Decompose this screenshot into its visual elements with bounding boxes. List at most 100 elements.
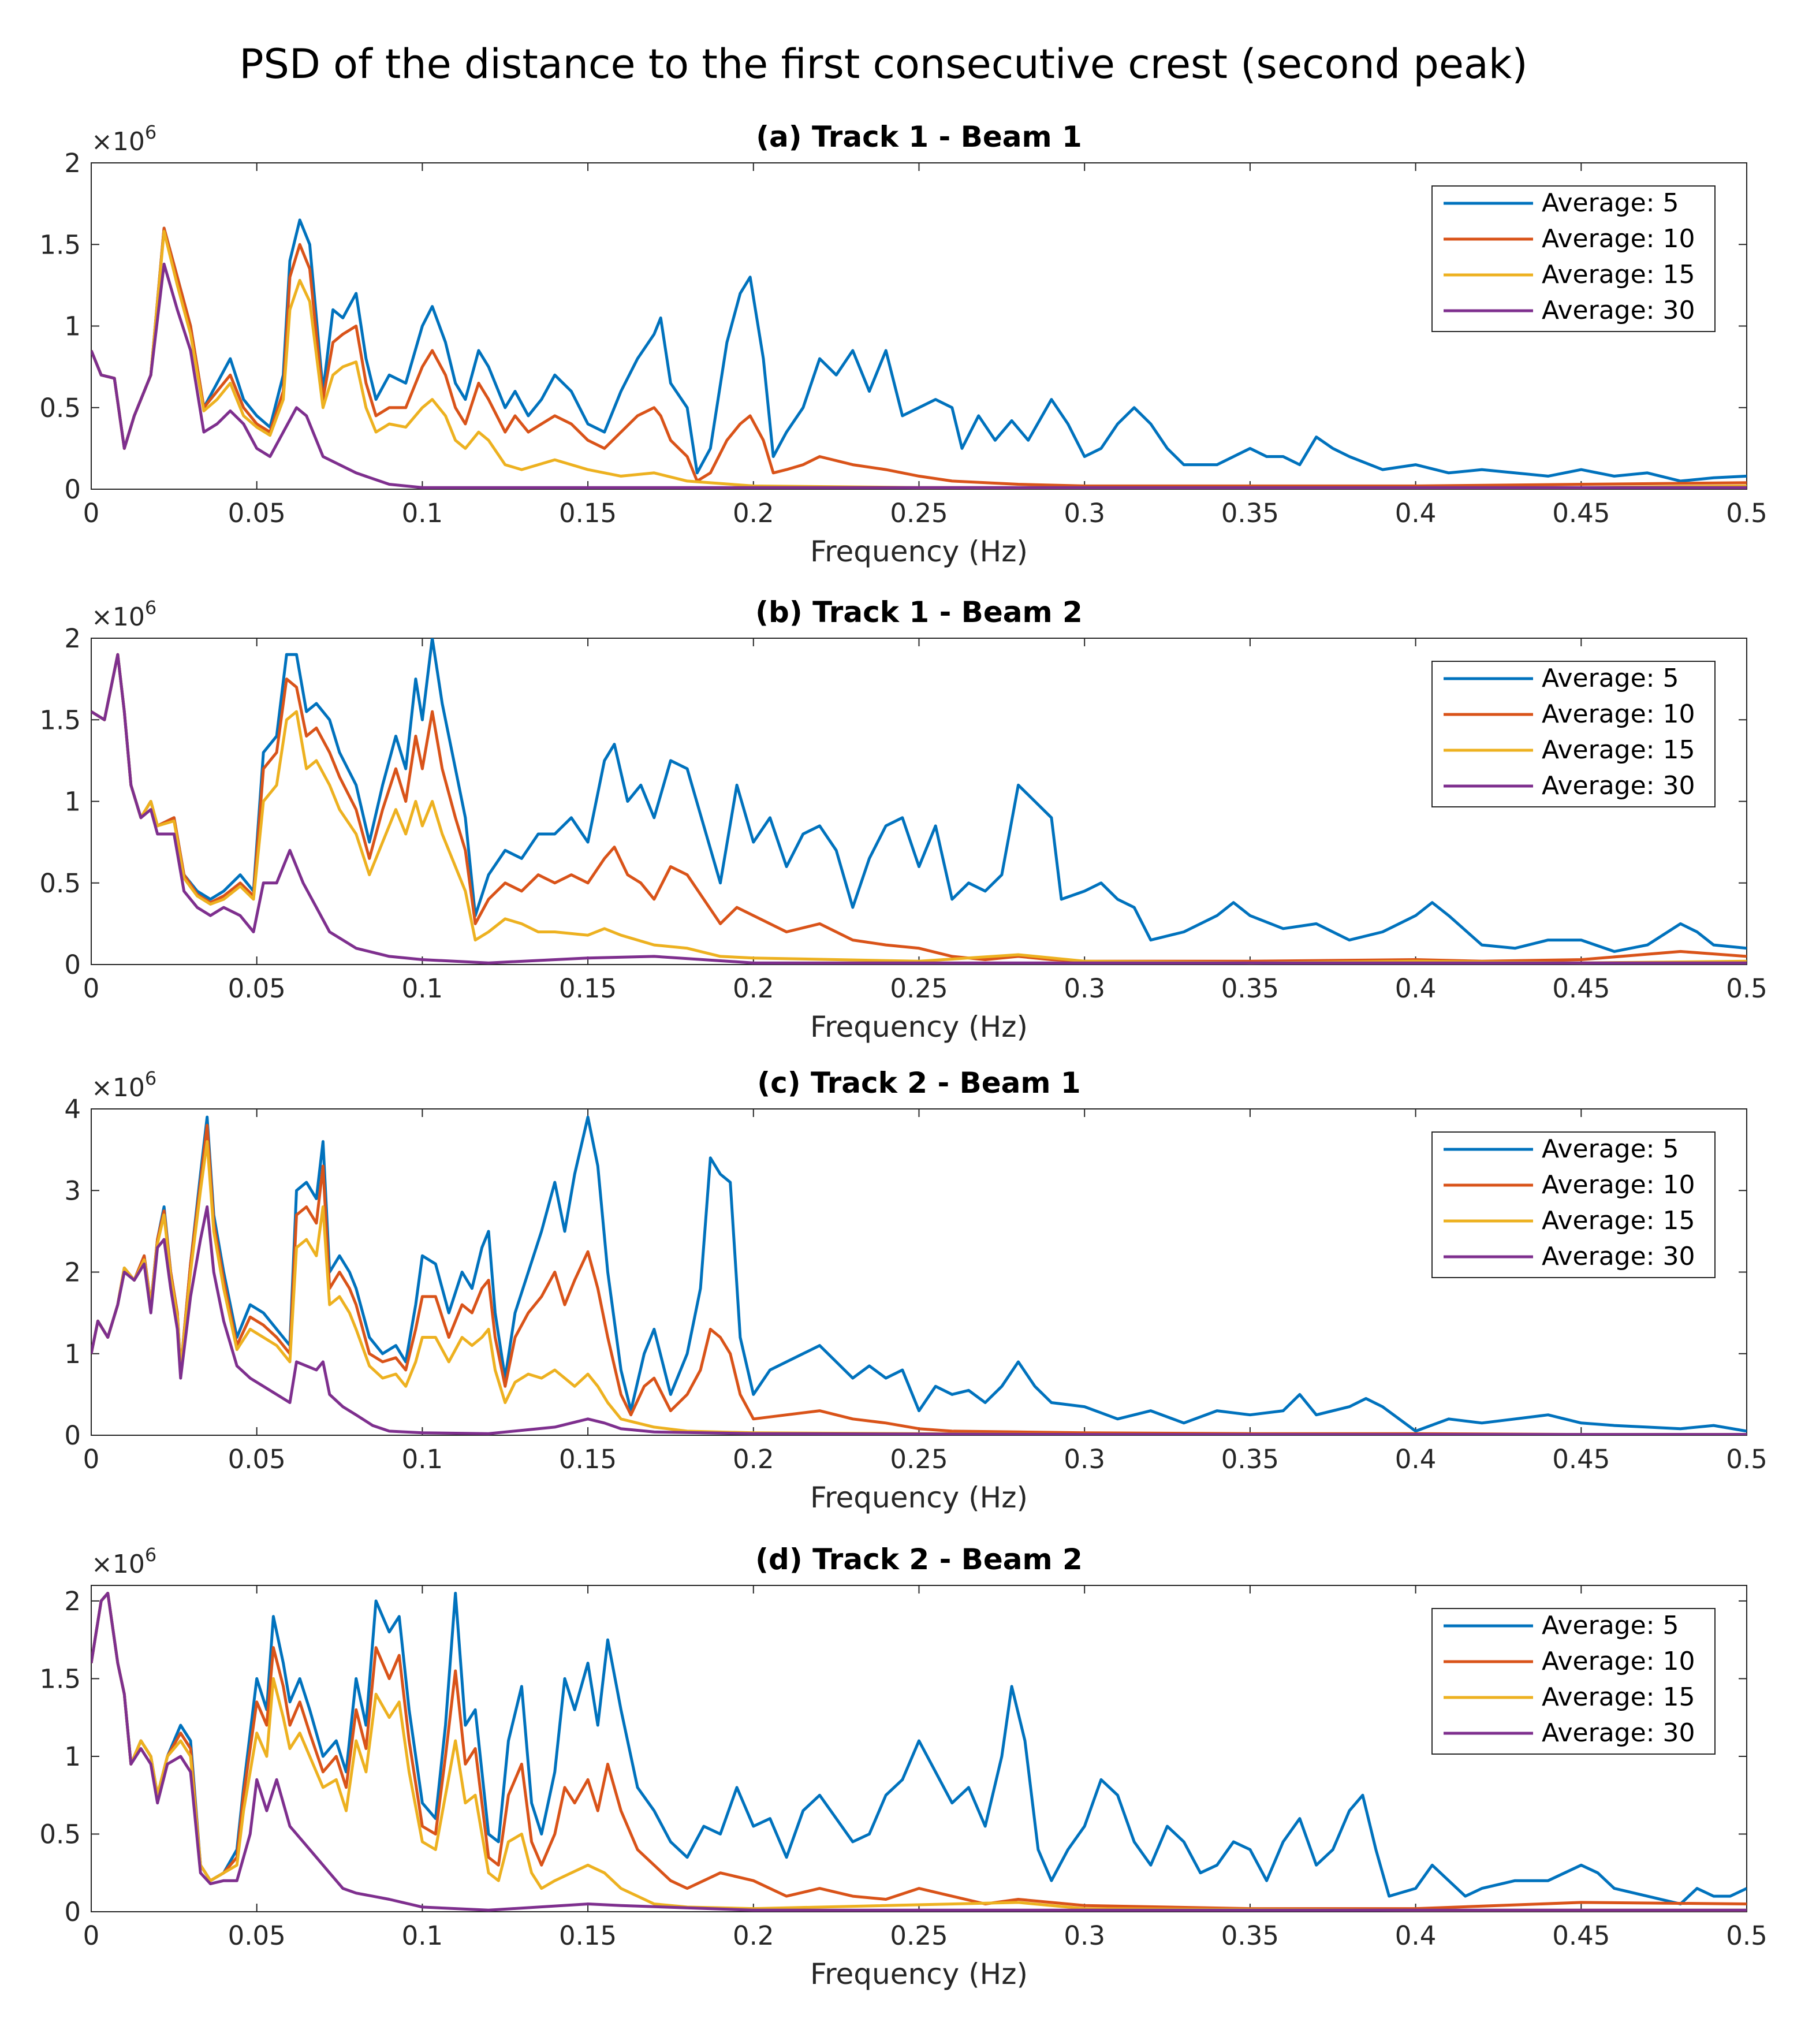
y-tick-label: 0 bbox=[64, 1897, 81, 1927]
legend-label: Average: 10 bbox=[1542, 1170, 1695, 1200]
x-tick-label: 0.2 bbox=[733, 1444, 774, 1475]
legend-box bbox=[1431, 185, 1716, 332]
y-exponent-base: ×10 bbox=[91, 602, 145, 632]
x-tick-label: 0.45 bbox=[1552, 973, 1610, 1004]
legend: Average: 5 Average: 10 Average: 15 Average:… bbox=[1431, 1608, 1716, 1755]
series-line-average-30 bbox=[91, 262, 1747, 489]
x-tick-label: 0.15 bbox=[559, 973, 617, 1004]
x-tick-label: 0.15 bbox=[559, 1920, 617, 1951]
x-tick-label: 0.5 bbox=[1726, 973, 1768, 1004]
x-tick-label: 0.25 bbox=[890, 498, 948, 528]
legend-label: Average: 15 bbox=[1542, 260, 1695, 289]
x-tick-label: 0 bbox=[83, 973, 100, 1004]
y-exponent-label: ×106 bbox=[91, 1067, 156, 1103]
x-tick-label: 0.05 bbox=[228, 1444, 286, 1475]
y-tick-label: 0.5 bbox=[39, 393, 81, 423]
x-axis-label: Frequency (Hz) bbox=[810, 1957, 1028, 1991]
legend-label: Average: 30 bbox=[1542, 1242, 1695, 1271]
y-exponent-base: ×10 bbox=[91, 1550, 145, 1579]
x-axis-label: Frequency (Hz) bbox=[810, 535, 1028, 568]
legend-label: Average: 15 bbox=[1542, 735, 1695, 765]
x-tick-label: 0.35 bbox=[1221, 1920, 1279, 1951]
chart-panel-4: (d) Track 2 - Beam 2 0 0.05 0.1 0.15 0.2 0.25 0… bbox=[39, 1543, 1767, 1991]
y-tick-label: 1.5 bbox=[39, 705, 81, 735]
series-line-average-15 bbox=[91, 1140, 1747, 1435]
y-exponent-power: 6 bbox=[145, 1067, 156, 1089]
x-tick-label: 0.1 bbox=[402, 1920, 443, 1951]
y-tick-label: 1 bbox=[64, 1339, 81, 1369]
y-tick-label: 1 bbox=[64, 311, 81, 342]
series-line-average-15 bbox=[91, 653, 1747, 965]
y-tick-label: 1 bbox=[64, 1741, 81, 1772]
x-tick-label: 0.25 bbox=[890, 973, 948, 1004]
figure-title: PSD of the distance to the first consecu… bbox=[239, 40, 1527, 88]
legend-label: Average: 30 bbox=[1542, 771, 1695, 801]
series-line-average-30 bbox=[91, 1205, 1747, 1435]
series-line-average-10 bbox=[91, 653, 1747, 963]
x-tick-label: 0.3 bbox=[1064, 498, 1105, 528]
legend-box bbox=[1431, 1608, 1716, 1755]
legend-label: Average: 10 bbox=[1542, 699, 1695, 729]
y-tick-label: 4 bbox=[64, 1094, 81, 1125]
y-exponent-power: 6 bbox=[145, 1544, 156, 1566]
y-tick-label: 0 bbox=[64, 474, 81, 505]
x-tick-label: 0.25 bbox=[890, 1444, 948, 1475]
series-line-average-15 bbox=[91, 230, 1747, 489]
y-tick-label: 1.5 bbox=[39, 229, 81, 260]
x-tick-label: 0.45 bbox=[1552, 1920, 1610, 1951]
legend-label: Average: 5 bbox=[1542, 1611, 1679, 1640]
series-line-average-5 bbox=[91, 218, 1747, 483]
y-exponent-label: ×106 bbox=[91, 1544, 156, 1579]
series-group bbox=[91, 638, 1747, 965]
x-tick-label: 0 bbox=[83, 1444, 100, 1475]
x-tick-label: 0.4 bbox=[1395, 973, 1437, 1004]
x-tick-label: 0.5 bbox=[1726, 1920, 1768, 1951]
x-tick-label: 0.35 bbox=[1221, 498, 1279, 528]
series-group bbox=[91, 1115, 1747, 1435]
x-tick-label: 0.25 bbox=[890, 1920, 948, 1951]
x-tick-label: 0 bbox=[83, 1920, 100, 1951]
legend-label: Average: 30 bbox=[1542, 296, 1695, 325]
legend-label: Average: 15 bbox=[1542, 1682, 1695, 1712]
x-tick-label: 0.05 bbox=[228, 973, 286, 1004]
x-tick-label: 0.3 bbox=[1064, 973, 1105, 1004]
x-tick-label: 0.15 bbox=[559, 498, 617, 528]
legend-label: Average: 5 bbox=[1542, 188, 1679, 218]
x-tick-label: 0.35 bbox=[1221, 973, 1279, 1004]
x-tick-label: 0.4 bbox=[1395, 1920, 1437, 1951]
series-line-average-15 bbox=[91, 1592, 1747, 1912]
series-line-average-5 bbox=[91, 1115, 1747, 1433]
x-tick-label: 0.2 bbox=[733, 973, 774, 1004]
x-tick-label: 0.45 bbox=[1552, 1444, 1610, 1475]
panel-title: (d) Track 2 - Beam 2 bbox=[755, 1543, 1083, 1576]
legend-box bbox=[1431, 661, 1716, 807]
x-tick-label: 0.35 bbox=[1221, 1444, 1279, 1475]
y-tick-label: 2 bbox=[64, 148, 81, 178]
legend-label: Average: 10 bbox=[1542, 1647, 1695, 1676]
x-tick-label: 0.3 bbox=[1064, 1444, 1105, 1475]
series-line-average-5 bbox=[91, 1592, 1747, 1905]
chart-panel-3: (c) Track 2 - Beam 1 0 0.05 0.1 0.15 0.2 0.25 0… bbox=[64, 1066, 1767, 1514]
x-tick-label: 0.5 bbox=[1726, 498, 1768, 528]
legend: Average: 5 Average: 10 Average: 15 Average:… bbox=[1431, 185, 1716, 332]
x-tick-label: 0.2 bbox=[733, 1920, 774, 1951]
x-tick-label: 0.2 bbox=[733, 498, 774, 528]
legend-label: Average: 5 bbox=[1542, 1134, 1679, 1164]
x-tick-label: 0.45 bbox=[1552, 498, 1610, 528]
x-tick-label: 0.4 bbox=[1395, 1444, 1437, 1475]
y-exponent-label: ×106 bbox=[91, 121, 156, 157]
y-tick-label: 2 bbox=[64, 1586, 81, 1617]
y-tick-label: 2 bbox=[64, 623, 81, 654]
y-exponent-base: ×10 bbox=[91, 1073, 145, 1103]
panel-title: (b) Track 1 - Beam 2 bbox=[755, 595, 1083, 629]
y-exponent-base: ×10 bbox=[91, 127, 145, 157]
x-tick-label: 0.15 bbox=[559, 1444, 617, 1475]
x-tick-label: 0.05 bbox=[228, 498, 286, 528]
panel-title: (c) Track 2 - Beam 1 bbox=[757, 1066, 1080, 1100]
legend-label: Average: 10 bbox=[1542, 224, 1695, 254]
y-exponent-power: 6 bbox=[145, 597, 156, 619]
x-tick-label: 0.3 bbox=[1064, 1920, 1105, 1951]
legend: Average: 5 Average: 10 Average: 15 Average:… bbox=[1431, 1131, 1716, 1278]
y-tick-label: 0 bbox=[64, 950, 81, 980]
